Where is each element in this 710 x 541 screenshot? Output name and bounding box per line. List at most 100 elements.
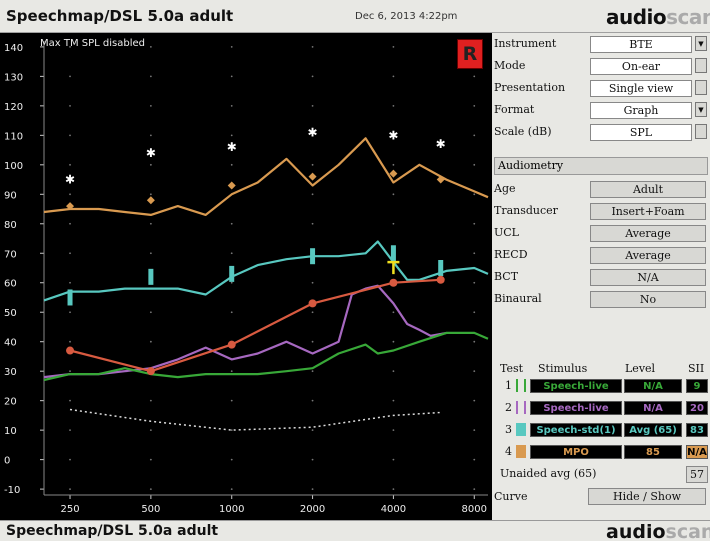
test-2-stimulus[interactable]: Speech-live xyxy=(530,401,622,415)
grid-dot xyxy=(230,488,233,491)
grid-dot xyxy=(230,134,233,137)
title-bar: Speechmap/DSL 5.0a adult Dec 6, 2013 4:2… xyxy=(0,0,710,33)
grid-dot xyxy=(473,134,476,137)
ucl-marker: ✱ xyxy=(308,125,318,139)
ucl-label: UCL xyxy=(494,226,519,239)
bct-label: BCT xyxy=(494,270,519,283)
grid-dot xyxy=(230,370,233,373)
audiometry-section-header[interactable]: Audiometry xyxy=(494,157,708,175)
test-column-header: Test xyxy=(500,362,524,375)
plot-notice: Max TM SPL disabled xyxy=(40,38,145,49)
grid-dot xyxy=(311,193,314,196)
recd-value[interactable]: Average xyxy=(590,247,706,264)
instrument-select[interactable]: BTE xyxy=(590,36,692,53)
stimulus-column-header: Stimulus xyxy=(538,362,588,375)
presentation-label: Presentation xyxy=(494,81,566,94)
test-2-swatch xyxy=(516,401,526,414)
audiogram-marker xyxy=(436,275,445,284)
grid-dot xyxy=(311,222,314,225)
instrument-dropdown-icon[interactable]: ▼ xyxy=(695,36,707,51)
test-4-level[interactable]: 85 xyxy=(624,445,682,459)
footer-logo: audioscan xyxy=(606,521,710,541)
grid-dot xyxy=(149,193,152,196)
y-tick-label: 50 xyxy=(4,308,17,319)
grid-dot xyxy=(311,488,314,491)
footer-bar: Speechmap/DSL 5.0a adult audioscan xyxy=(0,520,710,541)
age-value[interactable]: Adult xyxy=(590,181,706,198)
presentation-option-box[interactable] xyxy=(695,80,707,95)
test-3-stimulus[interactable]: Speech-std(1) xyxy=(530,423,622,437)
target-marker xyxy=(389,169,398,178)
grid-dot xyxy=(392,458,395,461)
y-tick-label: 90 xyxy=(4,190,17,201)
ltass-marker xyxy=(438,260,444,276)
test-3-level[interactable]: Avg (65) xyxy=(624,423,682,437)
grid-dot xyxy=(473,429,476,432)
grid-dot xyxy=(311,370,314,373)
grid-dot xyxy=(392,134,395,137)
ucl-value[interactable]: Average xyxy=(590,225,706,242)
grid-dot xyxy=(473,311,476,314)
test-1-stimulus[interactable]: Speech-live xyxy=(530,379,622,393)
presentation-select[interactable]: Single view xyxy=(590,80,692,97)
age-label: Age xyxy=(494,182,516,195)
grid-dot xyxy=(69,340,71,343)
transducer-label: Transducer xyxy=(494,204,558,217)
instrument-label: Instrument xyxy=(494,37,557,50)
scale-select[interactable]: SPL xyxy=(590,124,692,141)
grid-dot xyxy=(473,281,476,284)
grid-dot xyxy=(230,104,233,107)
grid-dot xyxy=(392,75,395,78)
target-marker xyxy=(436,175,445,184)
footer-logo-sub: scan xyxy=(665,521,710,541)
grid-dot xyxy=(69,193,71,196)
mode-select[interactable]: On-ear xyxy=(590,58,692,75)
test-4-stimulus[interactable]: MPO xyxy=(530,445,622,459)
grid-dot xyxy=(149,45,152,48)
grid-dot xyxy=(69,104,71,107)
grid-dot xyxy=(149,252,152,255)
y-tick-label: 40 xyxy=(4,338,17,349)
y-tick-label: 10 xyxy=(4,426,17,437)
footer-logo-main: audio xyxy=(606,521,666,541)
bct-value[interactable]: N/A xyxy=(590,269,706,286)
speech-live-2-curve xyxy=(43,284,447,379)
scale-option-box[interactable] xyxy=(695,124,707,139)
right-ear-badge[interactable]: R xyxy=(457,39,483,69)
ltass-marker xyxy=(148,268,154,285)
speechmap-plot: 140 130 120 110 100 90 80 70 60 50 40 30 20 10 0 -10 250… xyxy=(0,33,492,520)
x-tick-label: 8000 xyxy=(462,504,487,515)
grid-dot xyxy=(473,488,476,491)
test-2-level[interactable]: N/A xyxy=(624,401,682,415)
date-stamp: Dec 6, 2013 4:22pm xyxy=(355,11,458,22)
grid-dot xyxy=(473,75,476,78)
test-1-level[interactable]: N/A xyxy=(624,379,682,393)
audiogram-marker xyxy=(227,340,236,349)
binaural-value[interactable]: No xyxy=(590,291,706,308)
target-marker xyxy=(308,172,317,181)
grid-dot xyxy=(69,281,71,284)
grid-dot xyxy=(473,104,476,107)
curve-hide-show-button[interactable]: Hide / Show xyxy=(588,488,706,505)
ucl-marker: ✱ xyxy=(227,140,237,154)
logo-sub: scan xyxy=(666,5,710,29)
mode-option-box[interactable] xyxy=(695,58,707,73)
x-tick-label: 4000 xyxy=(381,504,406,515)
grid-dot xyxy=(392,340,395,343)
grid-dot xyxy=(473,458,476,461)
y-tick-label: 60 xyxy=(4,279,17,290)
grid-dot xyxy=(311,104,314,107)
grid-dot xyxy=(69,488,71,491)
unaided-floor-line xyxy=(69,408,441,431)
grid-dot xyxy=(69,222,71,225)
ucl-marker: ✱ xyxy=(65,173,75,187)
audiogram-marker xyxy=(308,299,317,308)
format-dropdown-icon[interactable]: ▼ xyxy=(695,102,707,117)
recd-label: RECD xyxy=(494,248,528,261)
transducer-value[interactable]: Insert+Foam xyxy=(590,203,706,220)
format-select[interactable]: Graph xyxy=(590,102,692,119)
audiogram-marker xyxy=(146,367,155,376)
grid-dot xyxy=(311,163,314,166)
grid-dot xyxy=(230,163,233,166)
grid-dot xyxy=(311,458,314,461)
